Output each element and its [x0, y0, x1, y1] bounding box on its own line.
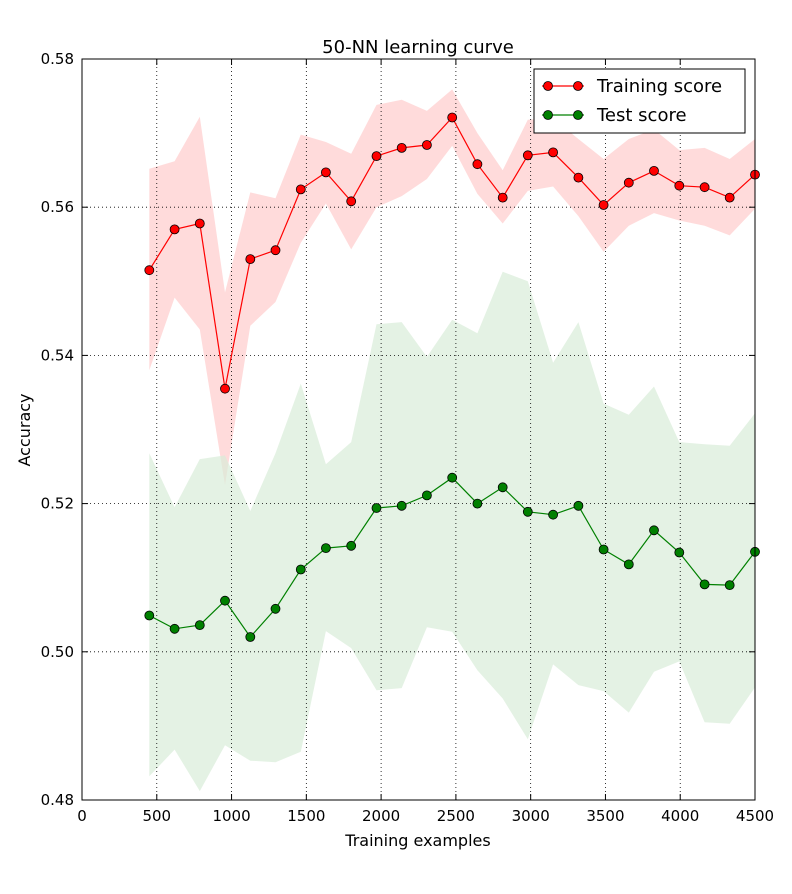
x-tick-label-0: 0 [77, 807, 87, 825]
legend-label-training: Training score [596, 76, 722, 97]
series-0-point-15 [522, 150, 533, 161]
series-1-point-20 [649, 525, 659, 536]
x-axis-label: Training examples [344, 831, 490, 850]
series-0-point-10 [396, 142, 407, 153]
series-1-point-14 [497, 482, 508, 493]
series-0-point-19 [623, 177, 634, 188]
x-tick-label-9: 4500 [736, 807, 774, 825]
legend-box [533, 68, 746, 134]
series-1-point-22 [699, 579, 710, 590]
series-1-point-16 [548, 509, 558, 520]
series-0-point-18 [598, 200, 609, 210]
x-tick-label-7: 3500 [586, 807, 624, 825]
series-1-point-18 [598, 544, 609, 555]
legend-marker-training-end [573, 81, 583, 91]
x-tick-label-5: 2500 [437, 807, 475, 825]
series-1-point-6 [295, 564, 306, 575]
data-series [144, 112, 760, 642]
x-tick-label-3: 1500 [287, 807, 325, 825]
series-1-point-17 [573, 500, 584, 511]
series-0-point-0 [144, 265, 155, 276]
series-0-point-7 [320, 167, 331, 178]
x-tick-label-2: 1000 [212, 807, 250, 825]
series-1-point-5 [270, 603, 281, 614]
series-0-point-23 [724, 192, 735, 203]
series-1-point-10 [396, 500, 407, 511]
legend-label-test: Test score [596, 105, 687, 126]
series-1-point-7 [320, 543, 331, 553]
legend-marker-test [543, 110, 553, 120]
x-tick-label-6: 3000 [512, 807, 550, 825]
x-tick-label-4: 2000 [362, 807, 400, 825]
chart-title: 50-NN learning curve [322, 37, 514, 58]
axis-ticks: 0 500 1000 1500 2000 2500 3000 3500 4000 4500 0.48… [41, 50, 775, 825]
series-0-point-17 [573, 172, 584, 183]
series-1-point-4 [245, 632, 256, 642]
series-0-point-22 [699, 182, 710, 193]
legend-marker-training [543, 81, 553, 91]
series-0-point-14 [497, 192, 508, 203]
x-tick-label-1: 500 [142, 807, 171, 825]
series-1-point-2 [194, 620, 205, 630]
series-0-point-1 [169, 224, 180, 235]
series-1-point-1 [169, 623, 180, 634]
series-0-point-4 [245, 254, 256, 265]
series-0-point-8 [346, 196, 357, 207]
series-1-point-21 [674, 547, 685, 558]
series-0-point-13 [472, 159, 483, 170]
y-tick-label-4: 0.56 [41, 198, 74, 216]
series-1-point-12 [447, 472, 458, 483]
series-0-point-11 [421, 140, 432, 150]
series-1-point-9 [371, 503, 382, 513]
series-0-point-9 [371, 151, 382, 162]
y-tick-label-1: 0.50 [41, 643, 74, 661]
band-series-1 [149, 271, 756, 792]
y-tick-label-3: 0.54 [41, 346, 74, 364]
y-tick-label-2: 0.52 [41, 495, 74, 513]
plot-frame [81, 58, 756, 801]
series-0-point-20 [649, 165, 659, 176]
series-1-point-0 [144, 610, 155, 621]
series-0-point-5 [270, 245, 281, 256]
grid-lines [82, 59, 755, 800]
series-1-point-13 [472, 498, 483, 509]
series-0-point-3 [220, 383, 230, 394]
legend: Training score Test score [533, 68, 746, 134]
series-0-point-6 [295, 184, 306, 195]
y-axis-label: Accuracy [15, 393, 34, 466]
y-tick-label-0: 0.48 [41, 791, 74, 809]
series-0-point-12 [447, 112, 458, 123]
legend-marker-test-end [573, 110, 583, 120]
y-tick-label-5: 0.58 [41, 50, 74, 68]
series-1-point-19 [623, 559, 634, 570]
series-0-point-2 [194, 218, 205, 229]
series-0-point-16 [548, 147, 558, 158]
series-1-point-15 [522, 506, 533, 517]
series-0-point-21 [674, 180, 685, 191]
series-1-point-8 [346, 540, 357, 551]
series-1-point-3 [220, 595, 230, 606]
series-1-point-11 [421, 490, 432, 501]
x-tick-label-8: 4000 [661, 807, 699, 825]
series-1-point-23 [724, 580, 735, 590]
